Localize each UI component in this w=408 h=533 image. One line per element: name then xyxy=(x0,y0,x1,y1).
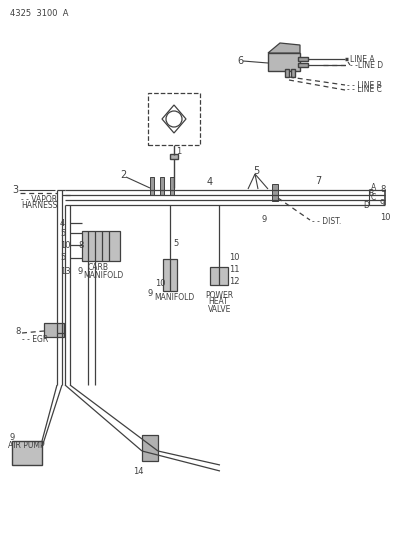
Text: B: B xyxy=(368,189,373,198)
Text: 5: 5 xyxy=(253,166,259,176)
Text: 6: 6 xyxy=(237,56,243,66)
Text: 7: 7 xyxy=(315,176,321,186)
Text: 9: 9 xyxy=(10,432,15,441)
Text: - - DIST.: - - DIST. xyxy=(312,217,341,227)
Text: 10: 10 xyxy=(229,254,239,262)
Text: 1: 1 xyxy=(176,148,181,157)
Bar xyxy=(285,69,289,77)
Text: MANIFOLD: MANIFOLD xyxy=(83,271,123,279)
Text: 3: 3 xyxy=(12,185,18,195)
Text: CARB: CARB xyxy=(88,263,109,272)
Text: POWER: POWER xyxy=(205,290,233,300)
Bar xyxy=(142,435,158,461)
Text: - - LINE C: - - LINE C xyxy=(347,85,382,94)
Bar xyxy=(298,63,308,67)
Text: 9: 9 xyxy=(380,198,385,207)
Text: 10: 10 xyxy=(155,279,166,287)
Bar xyxy=(170,177,174,195)
Text: 4: 4 xyxy=(60,219,65,228)
Text: 11: 11 xyxy=(229,265,239,274)
Text: 2: 2 xyxy=(120,170,126,180)
Text: HARNESS: HARNESS xyxy=(21,201,58,211)
Bar xyxy=(298,57,308,61)
Text: 10: 10 xyxy=(380,213,390,222)
Text: 4: 4 xyxy=(207,177,213,187)
Polygon shape xyxy=(268,43,300,53)
Bar xyxy=(160,177,164,195)
Bar xyxy=(150,177,154,195)
Text: C: C xyxy=(371,193,376,203)
Text: 8: 8 xyxy=(15,327,20,335)
Text: - - VAPOR: - - VAPOR xyxy=(21,195,57,204)
Text: 12: 12 xyxy=(229,278,239,287)
Bar xyxy=(12,441,42,465)
Text: 5: 5 xyxy=(60,229,65,238)
Text: 5: 5 xyxy=(173,238,178,247)
Bar xyxy=(291,69,295,77)
Text: 9: 9 xyxy=(148,288,153,297)
Text: LINE A: LINE A xyxy=(350,54,375,63)
Text: A: A xyxy=(371,183,376,192)
Text: VALVE: VALVE xyxy=(208,304,231,313)
Text: AIR PUMP: AIR PUMP xyxy=(8,440,44,449)
Text: 4325  3100  A: 4325 3100 A xyxy=(10,9,69,18)
Text: 8: 8 xyxy=(380,185,386,195)
Bar xyxy=(163,259,177,291)
Text: HEAT: HEAT xyxy=(208,297,228,306)
Bar xyxy=(82,231,120,261)
Text: - - LINE B: - - LINE B xyxy=(347,80,382,90)
Text: - - EGR: - - EGR xyxy=(22,335,48,344)
Text: 10: 10 xyxy=(60,240,71,249)
Text: 14: 14 xyxy=(133,466,144,475)
Bar xyxy=(268,53,300,71)
Bar xyxy=(210,267,228,285)
Bar xyxy=(170,154,178,159)
Text: 13: 13 xyxy=(60,266,71,276)
Text: 5: 5 xyxy=(60,254,65,262)
Text: MANIFOLD: MANIFOLD xyxy=(154,293,194,302)
Text: 9: 9 xyxy=(262,214,267,223)
Bar xyxy=(148,93,200,145)
Bar xyxy=(272,184,278,201)
Text: 8: 8 xyxy=(78,240,83,249)
Bar xyxy=(44,323,64,337)
Text: 9: 9 xyxy=(78,266,83,276)
Text: D: D xyxy=(363,200,369,209)
Text: - -LINE D: - -LINE D xyxy=(350,61,383,69)
